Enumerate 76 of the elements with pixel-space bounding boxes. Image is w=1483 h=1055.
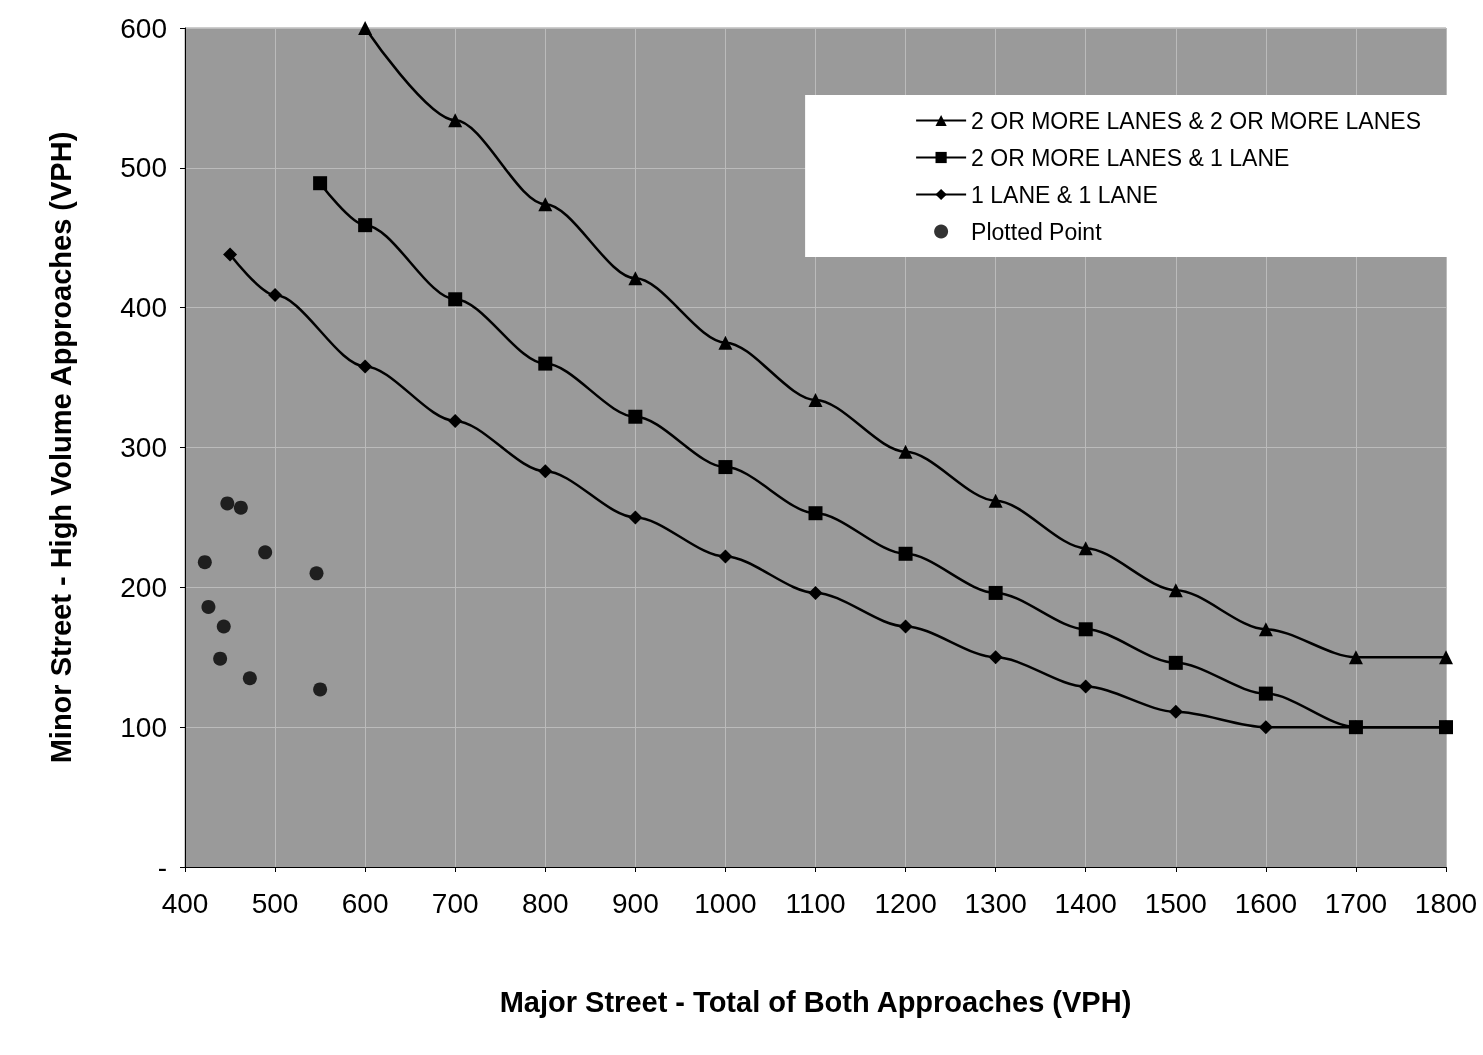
point [538,356,553,371]
point [898,619,913,634]
point [1168,583,1183,598]
point [1258,686,1273,701]
point [216,619,231,634]
x-tick-label: 400 [161,887,209,919]
x-tick-label: 1200 [874,887,937,919]
point [313,682,328,697]
point [538,197,553,212]
point [808,585,823,600]
point [313,176,328,191]
y-tick-label: - [157,851,167,883]
y-axis-title: Minor Street - High Volume Approaches (VPH) [44,131,77,764]
point [538,464,553,479]
point [268,288,283,303]
point [213,651,228,666]
point [258,545,273,560]
point [1168,655,1183,670]
point [201,599,216,614]
point [718,335,733,350]
x-tick-label: 1300 [964,887,1027,919]
y-tick-label: 400 [120,292,167,324]
x-tick-label: 1500 [1144,887,1207,919]
point [1258,622,1273,637]
x-tick-label: 900 [612,887,659,919]
x-tick-label: 1100 [785,887,846,919]
point [233,500,248,515]
point [197,555,212,570]
point [808,392,823,407]
legend-label: Plotted Point [971,218,1103,245]
x-tick-label: 500 [251,887,299,919]
point [1168,704,1183,719]
point [988,493,1003,508]
point [1078,622,1093,637]
point [1439,650,1453,665]
legend-label: 2 OR MORE LANES & 2 OR MORE LANES [971,107,1422,134]
point [628,510,643,525]
x-tick-label: 1400 [1054,887,1117,919]
point [628,409,643,424]
point [358,218,373,233]
x-tick-label: 800 [521,887,569,919]
y-tick-label: 600 [120,12,167,44]
point [718,460,733,475]
point [223,247,238,262]
point [1078,679,1093,694]
x-tick-label: 600 [341,887,389,919]
point [1078,541,1093,556]
point [808,506,823,521]
y-tick-label: 500 [120,152,167,184]
legend-label: 2 OR MORE LANES & 1 LANE [971,144,1290,171]
point [988,650,1003,665]
x-tick-label: 1000 [694,887,757,919]
point [898,546,913,561]
point [718,549,733,564]
point [448,413,463,428]
point [628,271,643,286]
point [448,292,463,307]
x-axis-title: Major Street - Total of Both Approaches (VPH) [499,985,1132,1018]
point [358,359,373,374]
y-tick-label: 100 [120,711,167,743]
x-tick-label: 1800 [1414,887,1478,919]
point [1258,720,1273,735]
point [242,671,257,686]
y-tick-label: 200 [120,571,167,603]
x-tick-label: 700 [431,887,479,919]
x-tick-label: 1700 [1324,887,1388,919]
y-tick-label: 300 [120,432,167,463]
point [448,113,463,128]
point [358,21,373,35]
point [220,496,235,511]
point [1348,650,1363,665]
point [898,444,913,459]
point [309,566,324,581]
point [988,585,1003,600]
legend-label: 1 LANE & 1 LANE [971,181,1158,208]
x-tick-label: 1600 [1234,887,1298,919]
